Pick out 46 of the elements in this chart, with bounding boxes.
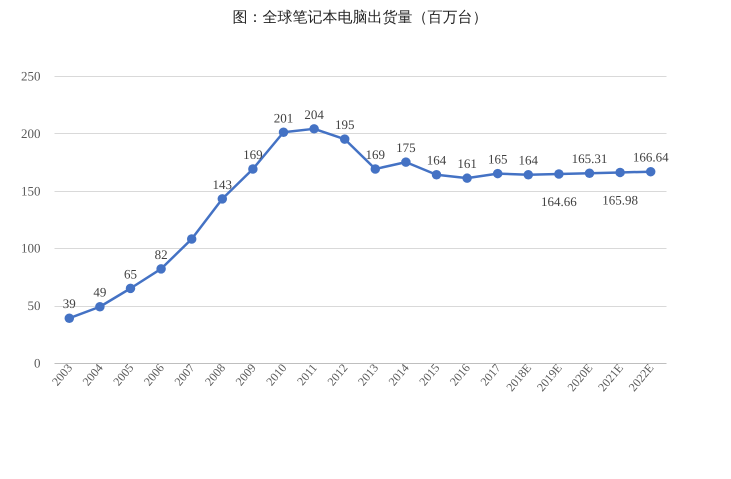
- text: 175: [396, 140, 416, 156]
- text: 82: [154, 246, 168, 262]
- y-tick-label: 200: [21, 126, 40, 141]
- point: [615, 168, 625, 178]
- text: 39: [62, 296, 76, 312]
- text: 169: [366, 146, 386, 162]
- point: [646, 166, 656, 176]
- point: [462, 173, 472, 183]
- point: [309, 124, 319, 134]
- point: [126, 284, 136, 294]
- text: 161: [457, 156, 477, 172]
- y-tick-label: 0: [34, 356, 40, 370]
- text: 165.98: [602, 192, 638, 208]
- text: 164.66: [541, 194, 577, 209]
- text: 166.64: [632, 150, 669, 165]
- y-tick-label: 150: [21, 183, 40, 198]
- text: 164: [518, 152, 538, 168]
- text: 201: [274, 110, 294, 126]
- point: [64, 313, 74, 323]
- text: 65: [124, 266, 137, 282]
- text: 143: [212, 176, 232, 192]
- point: [340, 134, 350, 144]
- point: [186, 234, 196, 244]
- point: [248, 164, 258, 174]
- point: [554, 169, 564, 179]
- point: [584, 168, 594, 178]
- point: [401, 157, 411, 167]
- y-tick-label: 50: [28, 298, 40, 314]
- y-tick-label: 250: [21, 68, 40, 84]
- point: [278, 128, 288, 137]
- point: [492, 168, 502, 178]
- y-tick-label: 100: [21, 240, 40, 256]
- text: 164: [426, 152, 446, 168]
- text: 204: [304, 106, 324, 122]
- point: [432, 170, 442, 180]
- point: [218, 194, 228, 204]
- point: [524, 170, 534, 180]
- text: 195: [334, 117, 354, 132]
- text: 49: [93, 284, 106, 300]
- point: [95, 302, 105, 312]
- text: 165.31: [572, 151, 608, 166]
- point: [156, 264, 166, 274]
- chart-title: 图：全球笔记本电脑出货量（百万台）: [232, 8, 488, 26]
- text: 165: [488, 152, 508, 167]
- text: 169: [243, 146, 263, 162]
- point: [370, 164, 380, 174]
